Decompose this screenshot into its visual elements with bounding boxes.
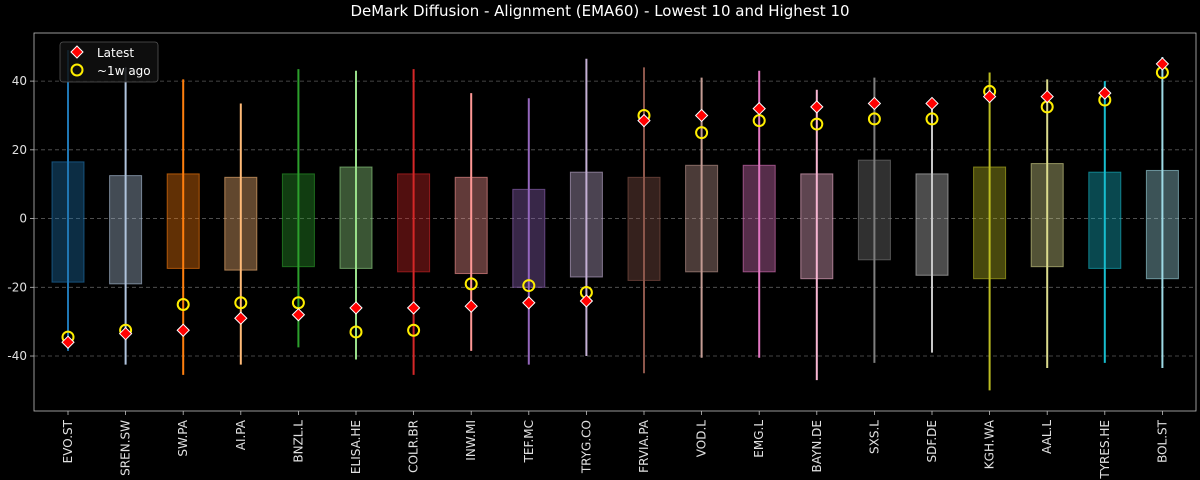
latest-marker bbox=[1155, 57, 1170, 71]
1w-ago-marker bbox=[810, 117, 824, 131]
latest-marker bbox=[291, 308, 306, 322]
x-tick-label: COLR.BR bbox=[407, 420, 421, 473]
1w-ago-marker bbox=[925, 112, 939, 126]
iqr-box bbox=[1030, 163, 1064, 268]
x-tick-label: KGH.WA bbox=[983, 419, 997, 469]
iqr-box bbox=[454, 176, 488, 275]
legend-1w-ago-label: ~1w ago bbox=[97, 64, 151, 78]
x-tick-label: FRVIA.PA bbox=[637, 419, 651, 473]
grid-lines bbox=[34, 80, 1196, 357]
x-axis-ticks: EVO.ST SREN.SW SW.PA AI.PA BNZL.L ELISA.HE COL… bbox=[61, 411, 1169, 480]
y-tick-label: -20 bbox=[7, 280, 27, 294]
iqr-box bbox=[339, 166, 373, 269]
box-group bbox=[51, 159, 1179, 288]
chart-title: DeMark Diffusion - Alignment (EMA60) - L… bbox=[350, 2, 849, 20]
legend: Latest ~1w ago bbox=[59, 41, 159, 83]
1w-ago-marker bbox=[695, 126, 709, 140]
latest-marker bbox=[234, 311, 248, 325]
latest-marker bbox=[1040, 89, 1054, 104]
x-tick-label: TEF.MC bbox=[522, 420, 536, 463]
latest-marker bbox=[464, 299, 478, 313]
iqr-box bbox=[685, 164, 719, 273]
legend-1w-ago-circle-icon bbox=[70, 63, 84, 77]
x-tick-label: AAL.L bbox=[1040, 420, 1054, 454]
y-tick-label: 20 bbox=[12, 143, 27, 157]
x-tick-label: TRYG.CO bbox=[579, 420, 593, 474]
x-tick-label: SW.PA bbox=[176, 419, 190, 456]
iqr-box bbox=[915, 173, 949, 276]
y-tick-label: -40 bbox=[7, 349, 27, 363]
latest-marker bbox=[982, 89, 997, 104]
latest-marker bbox=[752, 101, 766, 116]
x-tick-label: AI.PA bbox=[234, 419, 248, 450]
y-tick-label: 0 bbox=[19, 212, 27, 226]
latest-marker bbox=[118, 326, 133, 341]
x-tick-label: SXS.L bbox=[867, 420, 881, 454]
x-tick-label: BOL.ST bbox=[1155, 419, 1169, 463]
x-tick-label: ELISA.HE bbox=[349, 420, 363, 474]
latest-marker bbox=[637, 113, 651, 128]
iqr-box bbox=[742, 164, 776, 273]
latest-marker bbox=[406, 301, 421, 315]
iqr-box bbox=[1145, 169, 1179, 280]
iqr-box bbox=[109, 175, 143, 285]
1w-ago-marker bbox=[464, 277, 478, 291]
latest-marker bbox=[925, 96, 939, 111]
latest-marker bbox=[522, 296, 536, 310]
latest-marker bbox=[867, 96, 882, 111]
y-tick-label: 40 bbox=[12, 74, 27, 88]
plot-frame bbox=[33, 32, 1197, 412]
latest-marker bbox=[61, 335, 75, 349]
iqr-box bbox=[397, 173, 431, 273]
latest-marker bbox=[1098, 86, 1112, 100]
latest-marker bbox=[579, 294, 594, 308]
marker-group bbox=[61, 57, 1170, 349]
1w-ago-marker bbox=[176, 297, 190, 311]
latest-marker bbox=[810, 100, 824, 114]
x-tick-label: EMG.L bbox=[752, 420, 766, 458]
1w-ago-marker bbox=[522, 279, 536, 293]
1w-ago-marker bbox=[867, 112, 881, 126]
iqr-box bbox=[857, 159, 891, 261]
1w-ago-marker bbox=[234, 296, 248, 310]
x-tick-label: EVO.ST bbox=[61, 419, 75, 463]
iqr-box bbox=[512, 188, 546, 288]
legend-latest-diamond-icon bbox=[70, 45, 84, 59]
latest-marker bbox=[694, 108, 709, 123]
iqr-box bbox=[1088, 171, 1122, 269]
iqr-box bbox=[281, 173, 315, 268]
x-tick-label: VOD.L bbox=[695, 420, 709, 457]
x-tick-label: BAYN.DE bbox=[810, 420, 824, 472]
iqr-box bbox=[627, 176, 661, 281]
iqr-box bbox=[800, 173, 834, 280]
iqr-box bbox=[166, 173, 200, 269]
iqr-box bbox=[973, 166, 1007, 280]
legend-latest-label: Latest bbox=[97, 46, 134, 60]
latest-marker bbox=[176, 323, 190, 337]
x-tick-label: SREN.SW bbox=[119, 420, 133, 476]
x-tick-label: BNZL.L bbox=[291, 420, 305, 463]
iqr-box bbox=[569, 171, 603, 278]
1w-ago-marker bbox=[407, 323, 421, 337]
x-tick-label: TYRES.HE bbox=[1098, 420, 1112, 480]
latest-marker bbox=[349, 301, 363, 315]
x-tick-label: SDF.DE bbox=[925, 420, 939, 462]
iqr-box bbox=[224, 176, 258, 271]
legend-box bbox=[59, 41, 159, 83]
x-tick-label: INW.MI bbox=[464, 420, 478, 461]
iqr-box bbox=[51, 161, 85, 283]
1w-ago-marker bbox=[349, 325, 363, 339]
y-axis-ticks: -40 -20 0 20 40 bbox=[7, 74, 34, 363]
